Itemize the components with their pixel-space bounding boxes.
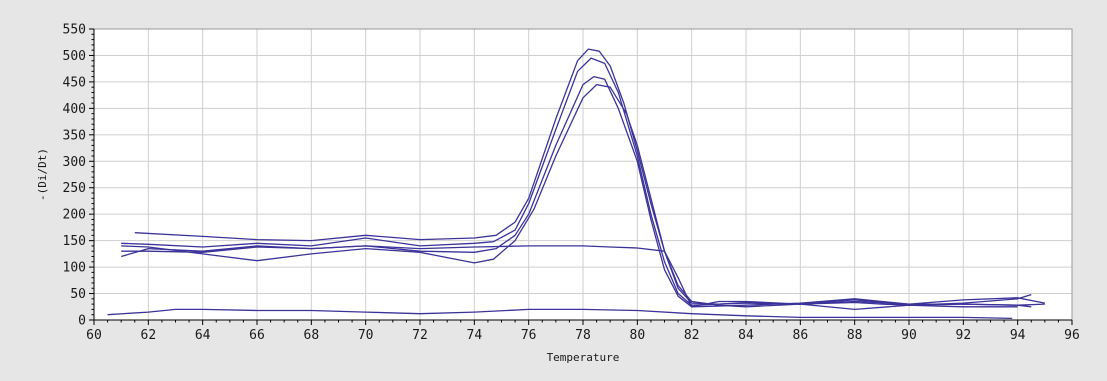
series-line-6 [107, 308, 1013, 320]
x-tick-label: 88 [847, 328, 863, 343]
x-tick-label: 80 [630, 328, 646, 343]
y-tick-label: 150 [63, 234, 86, 249]
x-tick-label: 64 [195, 328, 211, 343]
y-tick-label: 400 [63, 102, 86, 117]
x-tick-label: 60 [86, 328, 102, 343]
x-tick-label: 90 [901, 328, 917, 343]
y-axis-title: -(Di/Dt) [36, 148, 49, 201]
series-line-5 [121, 245, 1032, 308]
x-tick-label: 74 [467, 328, 483, 343]
y-tick-label: 250 [63, 181, 86, 196]
x-tick-label: 94 [1010, 328, 1026, 343]
x-tick-label: 92 [956, 328, 972, 343]
series-line-1 [134, 48, 1045, 306]
y-tick-label: 350 [63, 128, 86, 143]
x-axis-title: Temperature [547, 351, 620, 364]
x-tick-label: 62 [141, 328, 157, 343]
x-tick-label: 82 [684, 328, 700, 343]
x-tick-label: 68 [304, 328, 320, 343]
y-tick-label: 0 [78, 314, 86, 329]
x-tick-label: 70 [358, 328, 374, 343]
series-line-4 [121, 83, 1018, 311]
series-layer [107, 48, 1045, 320]
x-tick-label: 96 [1064, 328, 1080, 343]
x-tick-label: 86 [793, 328, 809, 343]
y-tick-label: 50 [70, 287, 86, 302]
y-tick-label: 100 [63, 261, 86, 276]
y-tick-label: 550 [63, 23, 86, 38]
y-tick-label: 500 [63, 49, 86, 64]
x-tick-label: 66 [249, 328, 265, 343]
y-tick-label: 300 [63, 155, 86, 170]
x-tick-label: 72 [412, 328, 428, 343]
y-tick-label: 200 [63, 208, 86, 223]
x-tick-label: 76 [521, 328, 537, 343]
y-tick-label: 450 [63, 75, 86, 90]
x-tick-label: 78 [575, 328, 591, 343]
x-tick-label: 84 [738, 328, 754, 343]
axes: 60 62 64 66 68 70 72 74 76 78 80 82 84 86 88 90 92 94 96 0 5… [63, 23, 1080, 344]
